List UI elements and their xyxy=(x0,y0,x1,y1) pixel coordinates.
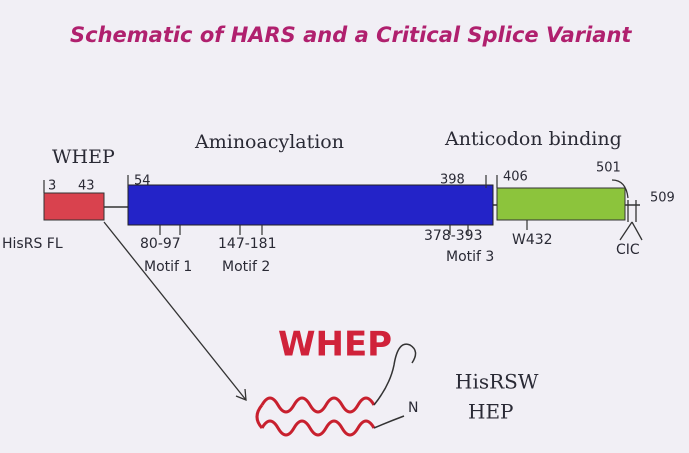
motif-label: Motif 3 xyxy=(446,249,494,265)
motif-ticks xyxy=(159,220,528,235)
position: 43 xyxy=(78,179,95,194)
terminus-label: N xyxy=(408,400,418,416)
title: Schematic of HARS and a Critical Splice … xyxy=(70,23,632,47)
helix-tail xyxy=(373,343,417,406)
position: 3 xyxy=(48,179,56,194)
variant-name: HEP xyxy=(468,400,514,424)
aminoacylation-domain xyxy=(127,184,494,226)
variant-name: HisRSW xyxy=(455,370,539,394)
helix-lower xyxy=(260,419,376,437)
full-length-label: HisRS FL xyxy=(2,236,63,252)
whep-domain xyxy=(43,192,105,221)
position-ticks xyxy=(43,175,498,193)
cic-label: CIC xyxy=(616,242,640,258)
n-tail xyxy=(373,415,405,429)
motif-range: 80-97 xyxy=(140,236,181,252)
position: 398 xyxy=(440,173,465,188)
position: 509 xyxy=(650,191,675,206)
position: 501 xyxy=(596,161,621,176)
arrow xyxy=(103,221,247,401)
position: 54 xyxy=(134,174,151,189)
domain-label: Aminoacylation xyxy=(194,131,344,153)
motif-label: Motif 2 xyxy=(222,259,270,275)
motif-range: 147-181 xyxy=(218,236,277,252)
helix xyxy=(255,343,417,437)
anticodon-domain xyxy=(496,187,626,221)
helix-upper xyxy=(260,396,376,414)
variant-domain-label: WHEP xyxy=(278,325,392,365)
position: 406 xyxy=(503,170,528,185)
arrowhead xyxy=(235,388,247,401)
domain-label: Anticodon binding xyxy=(444,128,622,150)
helix-turn xyxy=(255,404,264,430)
residue-label: W432 xyxy=(512,232,553,248)
domain-label: WHEP xyxy=(52,146,115,168)
motif-range: 378-393 xyxy=(424,228,483,244)
cic-bracket xyxy=(611,179,643,241)
motif-label: Motif 1 xyxy=(144,259,192,275)
